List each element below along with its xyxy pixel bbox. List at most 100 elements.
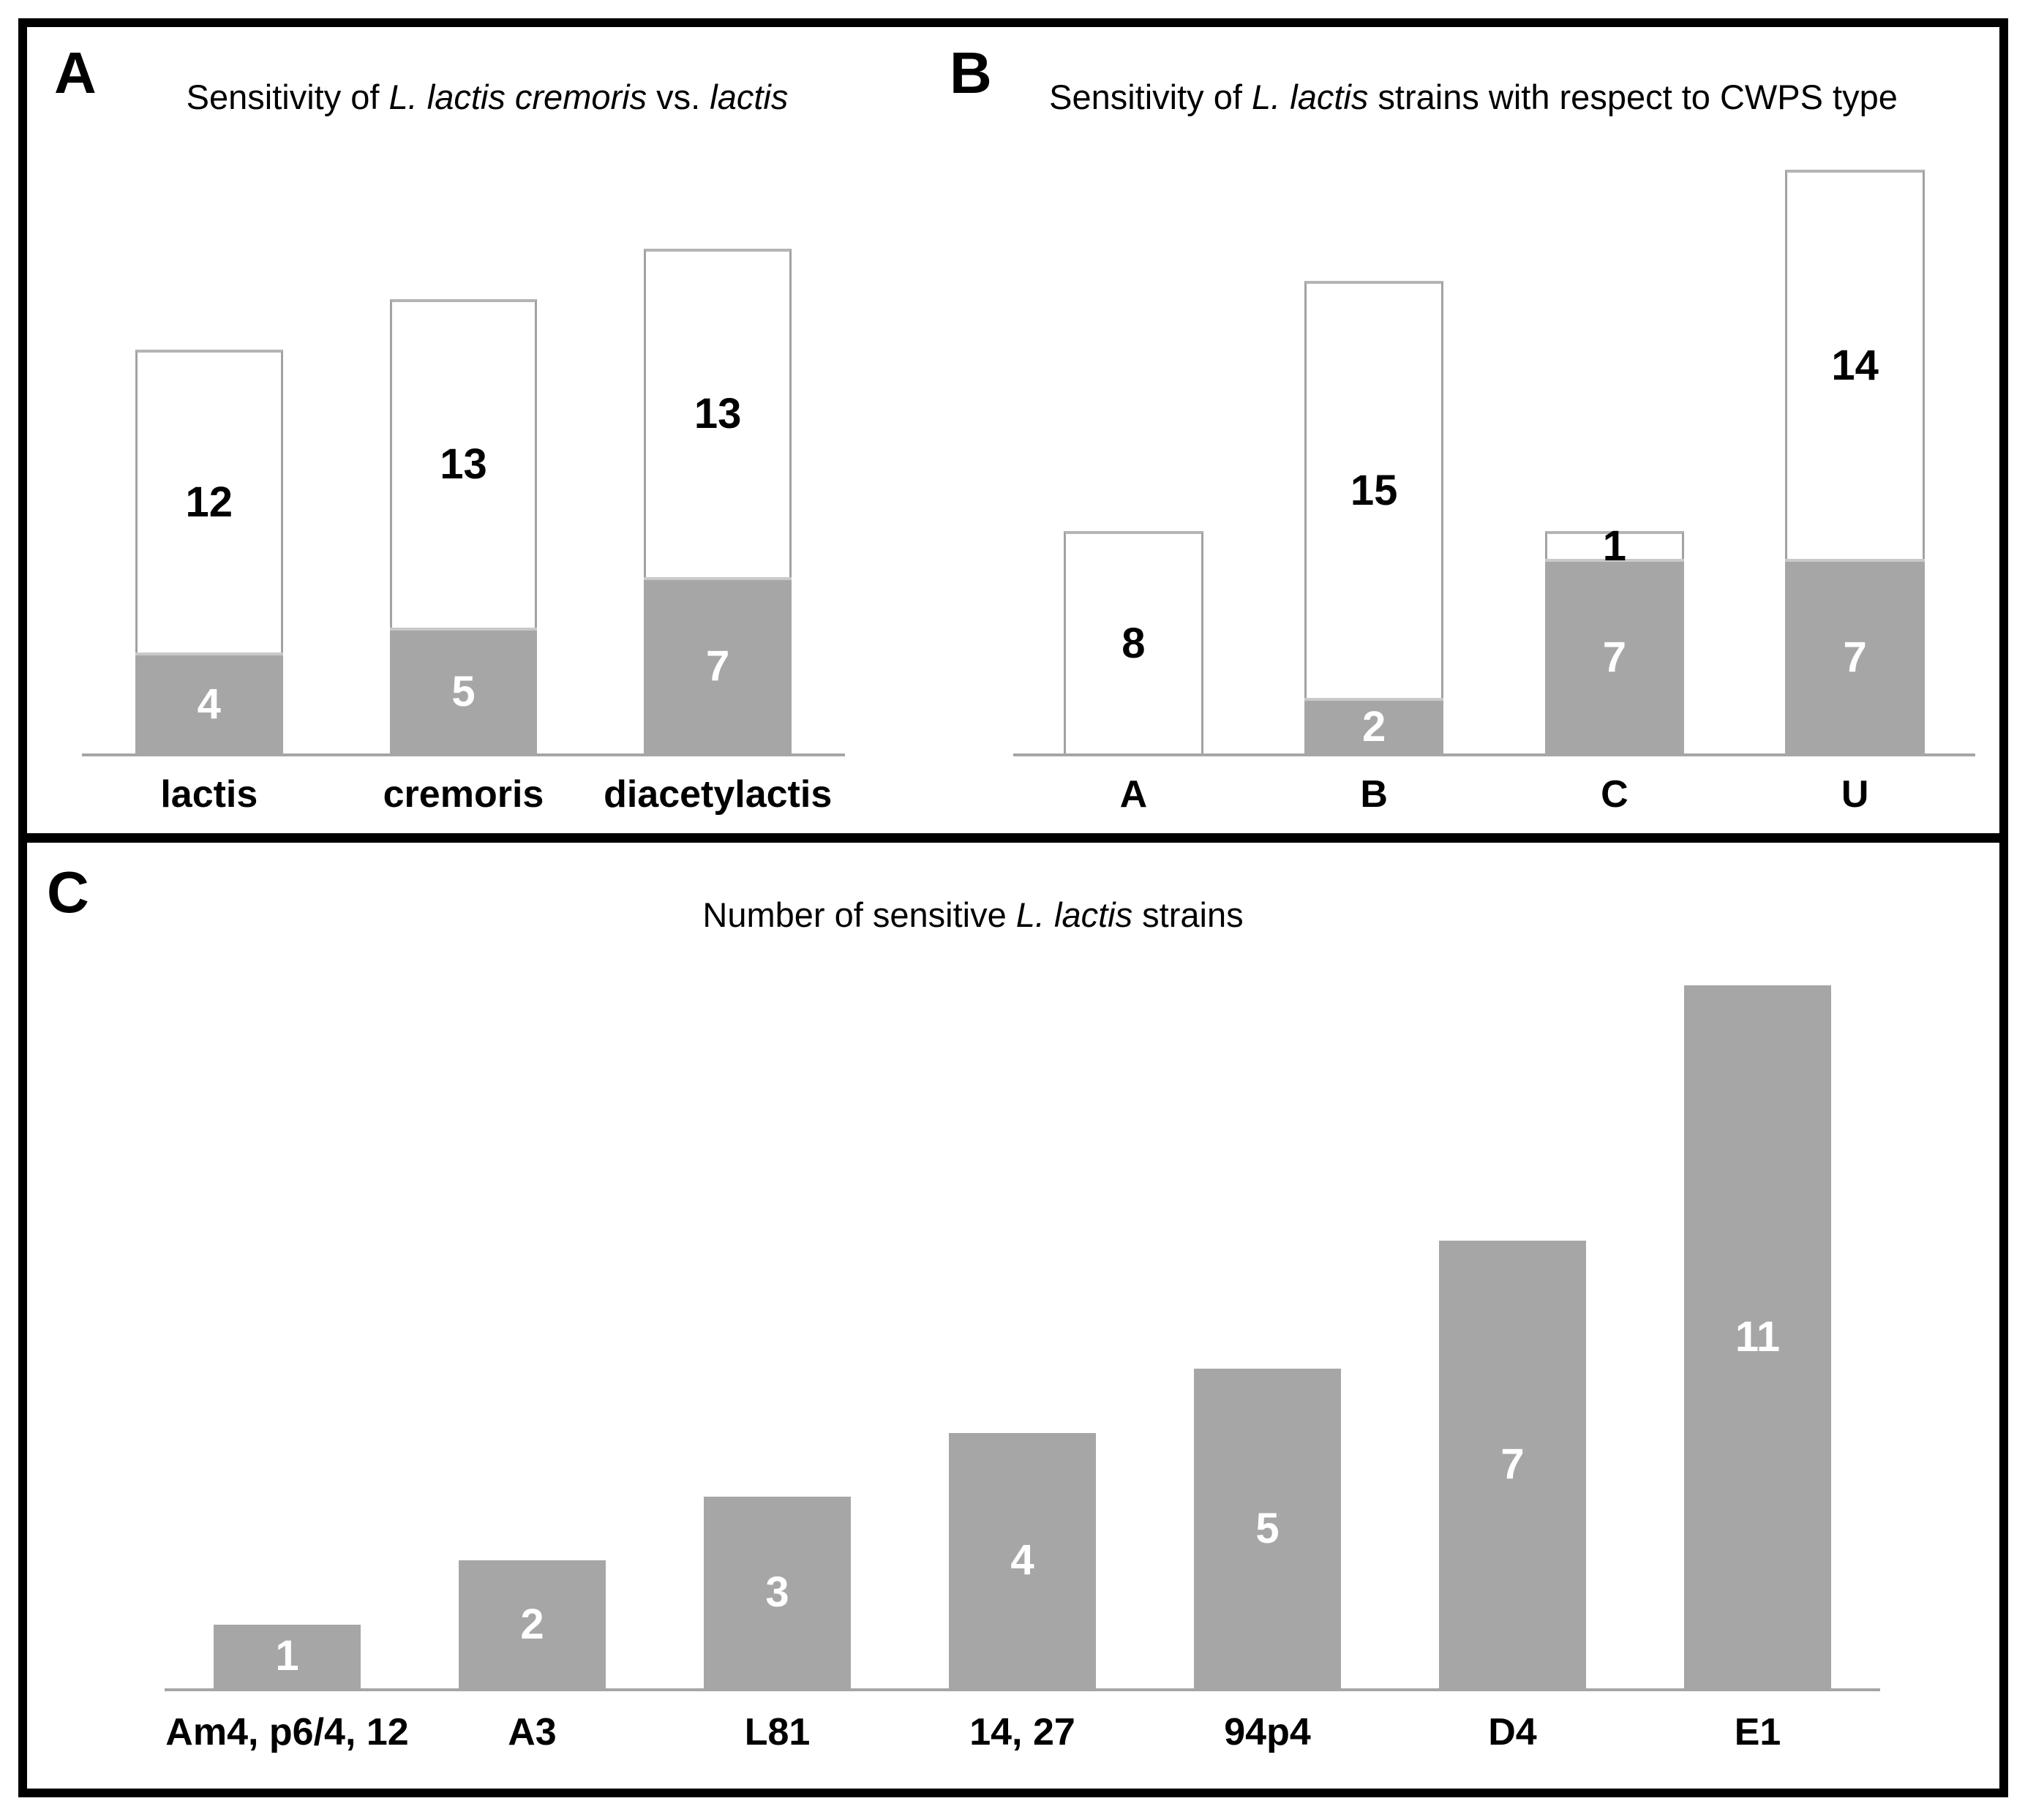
bar-A-1: 5 13 <box>389 299 538 753</box>
category-label-B-3: U <box>1841 773 1869 816</box>
category-label-B-1: B <box>1360 773 1388 816</box>
category-label-B-0: A <box>1119 773 1148 816</box>
category-label-A-1: cremoris <box>383 773 544 816</box>
bar-slot-C-5: 7 <box>1390 985 1635 1688</box>
panel-a-x-axis <box>82 753 845 756</box>
bar-segment: 4 <box>135 653 283 753</box>
title-text-segment: Sensitivity of <box>1049 78 1252 116</box>
bar-segment: 4 <box>949 1432 1096 1688</box>
bar-A-2: 7 13 <box>644 249 792 753</box>
bar-B-0: 8 <box>1064 531 1203 753</box>
title-text-segment: L. lactis <box>1015 895 1133 934</box>
panel-C-categories: Am4, p6/4, 12 A3 L81 14, 27 94p4 D4 E1 <box>165 1711 1880 1763</box>
category-label-A-2: diacetylactis <box>604 773 833 816</box>
bar-value-label: 15 <box>1350 467 1398 515</box>
category-label-C-5: D4 <box>1488 1711 1537 1753</box>
title-text-segment: Number of sensitive <box>702 895 1016 934</box>
bar-segment: 1 <box>1544 525 1685 568</box>
panel-A-plot: 4 12 5 13 7 13 <box>82 249 845 753</box>
panel-C-plot: 1 2 3 4 5 7 11 <box>165 985 1880 1688</box>
bar-value-label: 7 <box>1500 1440 1525 1489</box>
bar-value-label: 5 <box>1255 1504 1280 1552</box>
bar-segment: 2 <box>1304 698 1444 753</box>
title-text-segment: lactis <box>710 78 789 116</box>
category-label-C-4: 94p4 <box>1224 1711 1311 1753</box>
panel-b-letter: B <box>950 40 992 105</box>
bar-B-3: 7 14 <box>1785 170 1925 753</box>
figure-border <box>18 18 2008 1797</box>
bar-segment: 7 <box>1544 559 1685 753</box>
bar-value-label: 1 <box>275 1632 299 1680</box>
bar-segment: 7 <box>644 576 792 753</box>
bar-segment: 7 <box>1785 559 1925 753</box>
title-text-segment: L. lactis cremoris <box>388 78 647 116</box>
bar-B-1: 2 15 <box>1304 281 1444 753</box>
title-text-segment: vs. <box>647 78 710 116</box>
panel-a-letter: A <box>54 40 97 105</box>
bar-value-label: 4 <box>197 680 221 728</box>
title-text-segment: L. lactis <box>1252 78 1369 116</box>
bar-segment: 8 <box>1064 531 1203 753</box>
category-label-B-2: C <box>1601 773 1628 816</box>
category-label-A-0: lactis <box>160 773 258 816</box>
bar-C-0: 1 <box>214 1624 361 1688</box>
bar-value-label: 8 <box>1122 620 1146 667</box>
bar-segment: 12 <box>135 350 283 653</box>
bar-C-6: 11 <box>1684 985 1831 1688</box>
bar-value-label: 3 <box>765 1568 789 1616</box>
bar-segment: 3 <box>704 1496 851 1688</box>
bar-slot-C-0: 1 <box>165 985 410 1688</box>
category-label-C-6: E1 <box>1734 1711 1781 1753</box>
bar-value-label: 12 <box>185 478 233 526</box>
panel-A-title: Sensitivity of L. lactis cremoris vs. la… <box>27 78 947 117</box>
bar-segment: 1 <box>214 1624 361 1688</box>
panel-c-x-axis <box>165 1688 1880 1691</box>
title-text-segment: strains with respect to CWPS type <box>1368 78 1898 116</box>
bar-C-1: 2 <box>459 1560 606 1688</box>
panel-divider <box>18 833 2008 843</box>
category-label-C-2: L81 <box>744 1711 811 1753</box>
bar-segment: 2 <box>459 1560 606 1688</box>
bar-value-label: 7 <box>1843 633 1867 681</box>
bar-value-label: 2 <box>520 1600 544 1648</box>
bar-C-3: 4 <box>949 1432 1096 1688</box>
bar-segment: 11 <box>1684 985 1831 1688</box>
title-text-segment: Sensitivity of <box>186 78 389 116</box>
bar-slot-C-1: 2 <box>410 985 655 1688</box>
title-text-segment: strains <box>1132 895 1244 934</box>
bar-slot-C-2: 3 <box>655 985 900 1688</box>
bar-value-label: 13 <box>694 390 742 438</box>
bar-segment: 13 <box>644 249 792 577</box>
panel-c-letter: C <box>47 860 89 925</box>
bar-slot-A-0: 4 12 <box>82 249 337 753</box>
bar-C-5: 7 <box>1439 1241 1586 1688</box>
bar-segment: 15 <box>1304 281 1444 699</box>
panel-B-title: Sensitivity of L. lactis strains with re… <box>947 78 1999 117</box>
bar-slot-B-3: 7 14 <box>1735 170 1975 753</box>
bar-value-label: 11 <box>1735 1312 1781 1361</box>
bar-value-label: 4 <box>1010 1536 1034 1584</box>
bar-value-label: 13 <box>440 440 487 489</box>
bar-slot-A-2: 7 13 <box>590 249 845 753</box>
bar-value-label: 7 <box>706 642 730 691</box>
bar-slot-A-1: 5 13 <box>337 249 591 753</box>
bar-segment: 5 <box>1194 1369 1341 1688</box>
bar-C-4: 5 <box>1194 1369 1341 1688</box>
bar-slot-C-3: 4 <box>900 985 1145 1688</box>
bar-segment: 13 <box>389 299 538 628</box>
bar-slot-B-1: 2 15 <box>1254 170 1495 753</box>
category-label-C-0: Am4, p6/4, 12 <box>165 1711 409 1753</box>
panel-C-title: Number of sensitive L. lactis strains <box>18 895 1928 935</box>
bar-slot-C-6: 11 <box>1635 985 1880 1688</box>
bar-segment: 14 <box>1785 170 1925 560</box>
panel-b-x-axis <box>1013 753 1975 756</box>
category-label-C-1: A3 <box>508 1711 557 1753</box>
bar-value-label: 7 <box>1602 633 1626 681</box>
bar-C-2: 3 <box>704 1496 851 1688</box>
bar-slot-C-4: 5 <box>1145 985 1390 1688</box>
bar-value-label: 2 <box>1361 703 1386 751</box>
